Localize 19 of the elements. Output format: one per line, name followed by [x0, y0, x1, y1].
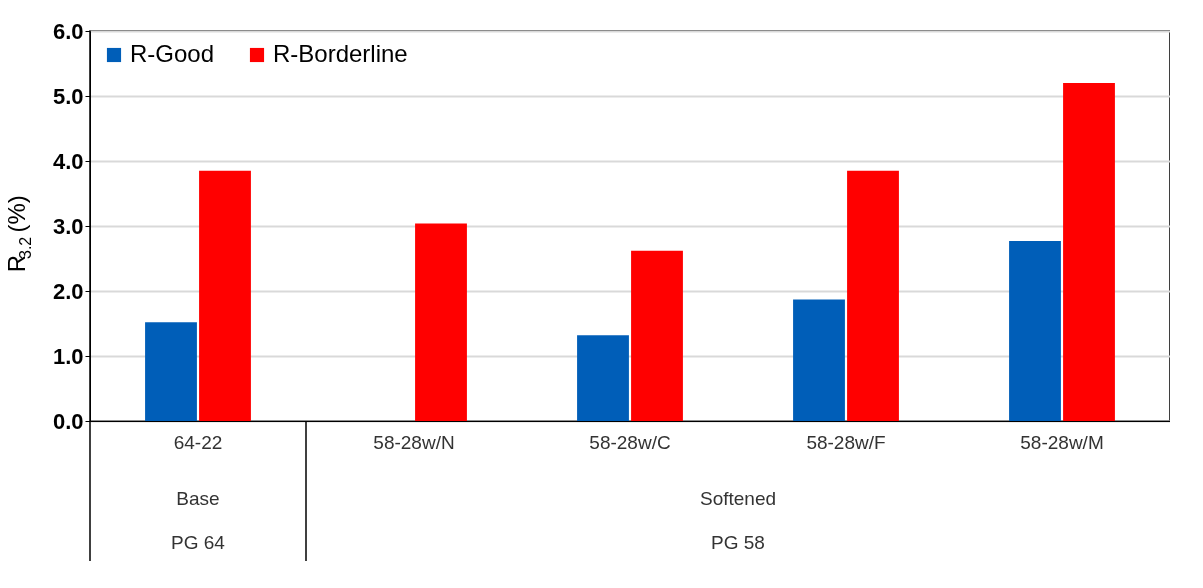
- legend-label: R-Good: [130, 40, 215, 67]
- text: PG 58: [711, 532, 765, 553]
- x-tick-label: 58-28w/N: [373, 431, 455, 453]
- y-tick-label: 1.0: [52, 343, 84, 369]
- y-tick-label: 0.0: [52, 408, 84, 434]
- text: Softened: [699, 488, 777, 509]
- text: Base: [176, 488, 220, 509]
- text: PG 64: [171, 532, 226, 553]
- x-tick-label: 58-28w/C: [589, 431, 671, 453]
- y-axis-title: R3.2 (%): [3, 195, 34, 273]
- x-tick-label: 58-28w/M: [1020, 431, 1104, 453]
- y-tick-label: 2.0: [52, 278, 84, 304]
- y-tick-label: 4.0: [52, 148, 84, 174]
- legend-label: R-Borderline: [273, 40, 408, 67]
- x-tick-label: 64-22: [173, 431, 223, 453]
- y-tick-label: 5.0: [52, 83, 84, 109]
- x-tick-label: 58-28w/F: [806, 431, 886, 453]
- y-tick-label: 3.0: [52, 213, 84, 239]
- y-tick-label: 6.0: [52, 18, 84, 44]
